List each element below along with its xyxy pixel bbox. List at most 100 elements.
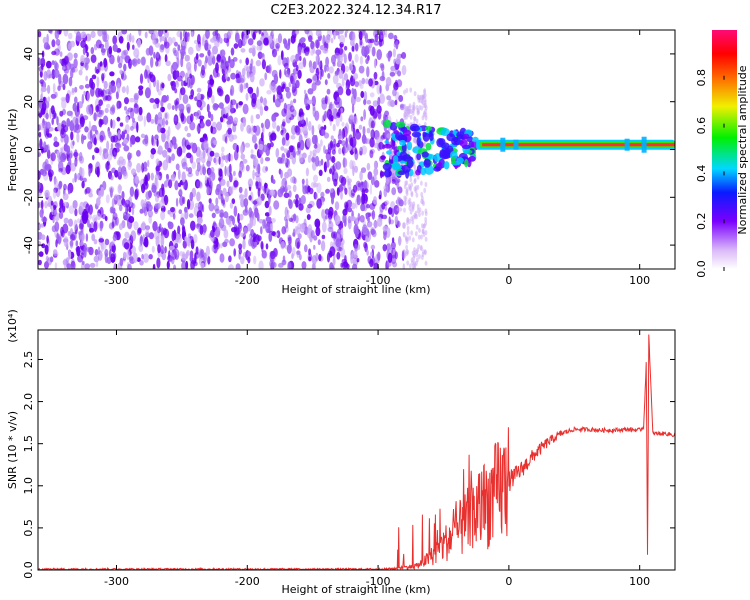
noise-blob (96, 76, 100, 88)
noise-blob (280, 169, 283, 179)
noise-blob (63, 183, 67, 191)
noise-blob (72, 140, 75, 146)
noise-blob (132, 44, 135, 50)
noise-blob (334, 201, 340, 211)
noise-blob (247, 86, 254, 94)
noise-blob (108, 131, 112, 139)
noise-blob (133, 92, 140, 100)
noise-blob (397, 70, 402, 77)
noise-blob (276, 230, 281, 239)
noise-blob (212, 222, 218, 231)
noise-blob (163, 180, 169, 188)
noise-blob (181, 161, 188, 170)
noise-blob (40, 200, 44, 210)
noise-blob (43, 70, 48, 81)
noise-blob (378, 194, 382, 200)
noise-blob (124, 129, 127, 135)
noise-blob (176, 123, 180, 131)
noise-blob (392, 88, 397, 97)
noise-blob (300, 195, 306, 205)
noise-blob (420, 105, 424, 111)
noise-blob (287, 236, 292, 245)
noise-blob (335, 238, 342, 248)
noise-blob (70, 40, 75, 48)
noise-blob (249, 217, 254, 229)
noise-blob (220, 178, 226, 186)
noise-blob (71, 87, 75, 94)
colorbar-tick-label: 0.2 (695, 212, 708, 230)
noise-blob (181, 225, 185, 231)
noise-blob (265, 222, 271, 234)
noise-blob (424, 260, 428, 266)
noise-blob (53, 141, 60, 148)
noise-blob (359, 170, 363, 181)
noise-blob (50, 152, 56, 162)
noise-blob (264, 182, 268, 189)
noise-blob (402, 263, 405, 269)
noise-blob (314, 39, 321, 49)
noise-blob (334, 214, 341, 225)
noise-blob (313, 144, 318, 149)
transition-blob (393, 164, 402, 170)
noise-blob (282, 38, 287, 45)
noise-blob (235, 77, 242, 84)
noise-blob (137, 58, 141, 65)
noise-blob (358, 65, 365, 74)
noise-blob (134, 175, 139, 185)
noise-blob (104, 107, 109, 114)
noise-blob (207, 255, 211, 265)
noise-blob (46, 235, 49, 244)
noise-blob (128, 206, 132, 213)
noise-blob (221, 146, 225, 153)
snr-y-tick-label: 1.5 (22, 435, 35, 453)
noise-blob (207, 90, 211, 98)
noise-blob (240, 144, 244, 155)
noise-blob (58, 73, 62, 85)
noise-blob (324, 111, 327, 119)
noise-blob (223, 106, 230, 116)
noise-blob (287, 261, 292, 269)
noise-blob (97, 112, 103, 118)
noise-blob (153, 51, 156, 59)
noise-blob (182, 240, 187, 249)
noise-blob (72, 200, 78, 209)
colorbar-tick-label: 0.0 (695, 260, 708, 278)
noise-blob (411, 104, 415, 110)
noise-blob (305, 167, 309, 177)
noise-blob (59, 198, 64, 209)
noise-blob (69, 63, 75, 71)
noise-blob (421, 251, 425, 257)
noise-blob (76, 218, 81, 224)
noise-blob (108, 84, 114, 95)
noise-blob (111, 243, 116, 253)
noise-blob (206, 177, 212, 187)
noise-blob (245, 57, 249, 66)
noise-blob (369, 105, 375, 116)
noise-blob (327, 226, 334, 233)
noise-blob (103, 115, 109, 125)
noise-blob (350, 39, 354, 46)
noise-blob (52, 109, 56, 120)
noise-blob (256, 196, 262, 206)
noise-blob (351, 250, 358, 258)
noise-blob (413, 116, 416, 122)
noise-blob (93, 221, 98, 233)
noise-blob (376, 49, 383, 61)
noise-blob (124, 242, 130, 250)
noise-blob (209, 150, 215, 157)
noise-blob (313, 244, 316, 250)
noise-blob (268, 193, 271, 205)
noise-blob (417, 234, 421, 240)
noise-blob (85, 247, 92, 252)
noise-blob (373, 71, 378, 80)
noise-blob (51, 117, 54, 125)
noise-blob (124, 199, 131, 208)
noise-blob (53, 178, 58, 189)
noise-blob (66, 65, 70, 73)
noise-blob (305, 206, 311, 214)
noise-blob (117, 55, 120, 64)
noise-blob (252, 169, 255, 180)
noise-blob (290, 135, 296, 140)
noise-blob (307, 88, 314, 95)
